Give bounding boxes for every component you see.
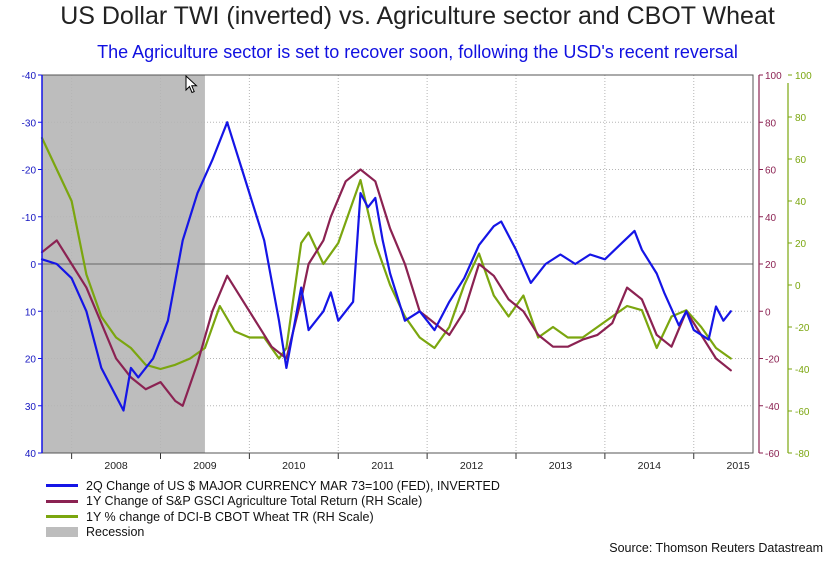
- y-right2-tick-label: 0: [795, 281, 801, 292]
- x-tick-label: 2008: [104, 460, 128, 472]
- legend-swatch-gsci: [46, 499, 78, 503]
- y-right1-tick-label: 20: [765, 260, 777, 271]
- x-tick-label: 2010: [282, 460, 306, 472]
- chart-source: Source: Thomson Reuters Datastream: [609, 541, 823, 555]
- x-tick-label: 2015: [727, 460, 751, 472]
- y-right2-tick-label: -60: [795, 407, 810, 418]
- y-right1-tick-label: 60: [765, 166, 777, 177]
- legend-label-wheat: 1Y % change of DCI-B CBOT Wheat TR (RH S…: [86, 509, 374, 524]
- chart-legend: 2Q Change of US $ MAJOR CURRENCY MAR 73=…: [46, 478, 500, 540]
- usd-line: [40, 121, 732, 412]
- y-right1-tick-label: 80: [765, 118, 777, 129]
- wheat-line: [40, 136, 732, 371]
- y-right1-tick-label: 100: [765, 71, 782, 82]
- y-right2-tick-label: 80: [795, 113, 807, 124]
- y-right2-tick-label: 100: [795, 71, 812, 82]
- y-right2-tick-label: 20: [795, 239, 807, 250]
- y-left-tick-label: 30: [25, 402, 37, 413]
- y-left-tick-label: 20: [25, 355, 37, 366]
- x-tick-label: 2012: [460, 460, 484, 472]
- y-right2-tick-label: 40: [795, 197, 807, 208]
- x-tick-label: 2011: [371, 460, 394, 472]
- legend-swatch-wheat: [46, 515, 78, 519]
- y-left-tick-label: 0: [30, 260, 36, 271]
- legend-label-usd: 2Q Change of US $ MAJOR CURRENCY MAR 73=…: [86, 478, 500, 493]
- x-tick-label: 2013: [549, 460, 573, 472]
- y-right2-tick-label: 60: [795, 155, 807, 166]
- legend-swatch-usd: [46, 484, 78, 488]
- legend-label-gsci: 1Y Change of S&P GSCI Agriculture Total …: [86, 494, 423, 509]
- y-left-tick-label: 10: [25, 307, 37, 318]
- legend-item-gsci: 1Y Change of S&P GSCI Agriculture Total …: [46, 494, 500, 510]
- y-left-tick-label: -30: [22, 118, 37, 129]
- y-right1-tick-label: -20: [765, 355, 780, 366]
- y-right1-tick-label: -60: [765, 449, 780, 460]
- x-tick-label: 2014: [638, 460, 662, 472]
- gsci-line: [40, 168, 732, 407]
- legend-item-usd: 2Q Change of US $ MAJOR CURRENCY MAR 73=…: [46, 478, 500, 494]
- y-right1-tick-label: 0: [765, 307, 771, 318]
- mouse-cursor-icon: [185, 75, 198, 94]
- y-left-tick-label: 40: [25, 449, 37, 460]
- legend-item-wheat: 1Y % change of DCI-B CBOT Wheat TR (RH S…: [46, 509, 500, 525]
- legend-swatch-recession: [46, 527, 78, 538]
- legend-item-recession: Recession: [46, 525, 500, 541]
- y-right1-tick-label: 40: [765, 213, 777, 224]
- legend-label-recession: Recession: [86, 525, 145, 540]
- chart-title: US Dollar TWI (inverted) vs. Agriculture…: [60, 2, 775, 30]
- x-tick-label: 2009: [193, 460, 217, 472]
- chart-subtitle: The Agriculture sector is set to recover…: [97, 42, 738, 62]
- y-left-tick-label: -20: [22, 166, 37, 177]
- y-right2-tick-label: -20: [795, 323, 810, 334]
- y-right1-tick-label: -40: [765, 402, 780, 413]
- y-right2-tick-label: -40: [795, 365, 810, 376]
- y-left-tick-label: -40: [22, 71, 37, 82]
- y-right2-tick-label: -80: [795, 449, 810, 460]
- y-left-tick-label: -10: [22, 213, 37, 224]
